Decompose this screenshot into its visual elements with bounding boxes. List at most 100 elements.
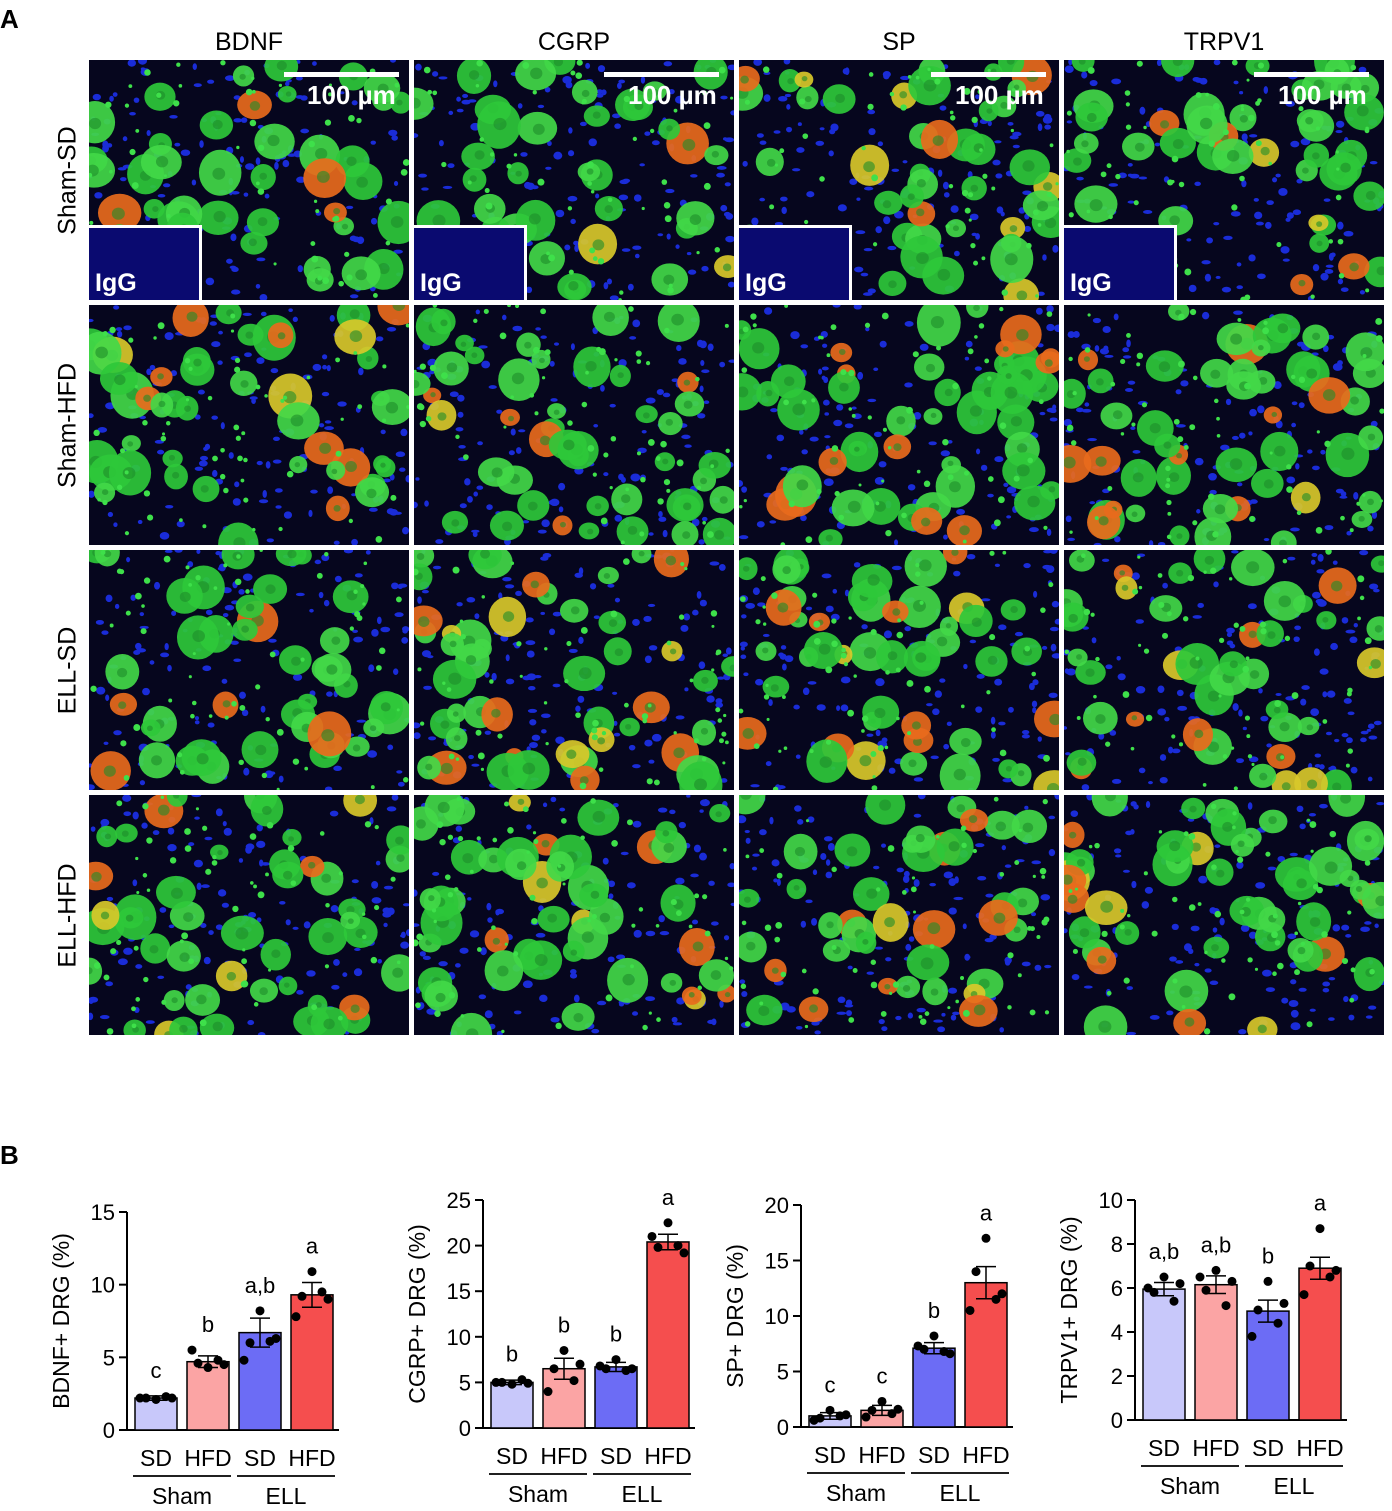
y-tick-label: 0 [103, 1418, 115, 1443]
significance-letter: a [980, 1200, 993, 1225]
significance-letter: a,b [1201, 1232, 1232, 1257]
igg-inset-label: IgG [745, 269, 787, 297]
x-category-label: SD [140, 1445, 172, 1471]
significance-letter: a [306, 1234, 319, 1259]
data-point [971, 1267, 981, 1277]
bar [646, 1241, 690, 1429]
x-category-label: HFD [962, 1442, 1009, 1468]
data-point [893, 1404, 903, 1414]
column-header: TRPV1 [1183, 28, 1265, 56]
significance-letter: a [662, 1185, 675, 1210]
data-point [809, 1415, 819, 1425]
data-point [219, 1360, 229, 1370]
significance-letter: b [1262, 1243, 1274, 1268]
data-point [1253, 1305, 1263, 1315]
scale-bar [284, 72, 399, 77]
data-point [913, 1341, 923, 1351]
data-point [1211, 1265, 1221, 1275]
bar [238, 1331, 282, 1431]
x-category-label: SD [1252, 1435, 1284, 1461]
data-point [627, 1364, 637, 1374]
data-point [1273, 1318, 1283, 1328]
data-point [575, 1359, 585, 1369]
bar [1298, 1267, 1342, 1421]
micrograph-sham-sd-sp: 100 µm IgG [739, 60, 1059, 300]
micrograph-sham-hfd-trpv1 [1064, 305, 1384, 545]
data-point [1299, 1290, 1309, 1300]
y-tick-label: 20 [765, 1193, 789, 1218]
y-axis-label: CGRP+ DRG (%) [404, 1224, 430, 1404]
y-tick-label: 10 [447, 1325, 471, 1350]
significance-letter: c [151, 1358, 162, 1383]
data-point [981, 1233, 991, 1243]
bar [1194, 1283, 1238, 1421]
y-tick-label: 10 [91, 1273, 115, 1298]
y-tick-label: 15 [765, 1249, 789, 1274]
data-point [549, 1364, 559, 1374]
bar [964, 1281, 1008, 1428]
bar [490, 1381, 534, 1429]
data-point [673, 1241, 683, 1251]
significance-letter: b [558, 1312, 570, 1337]
data-point [861, 1412, 871, 1422]
x-category-label: HFD [1192, 1435, 1239, 1461]
bar [1142, 1288, 1186, 1421]
bar [1246, 1310, 1290, 1421]
y-tick-label: 5 [777, 1360, 789, 1385]
y-tick-label: 0 [1111, 1408, 1123, 1433]
data-point [323, 1294, 333, 1304]
data-point [239, 1355, 249, 1365]
data-point [1325, 1272, 1335, 1282]
y-tick-label: 10 [1099, 1188, 1123, 1213]
bar [912, 1347, 956, 1428]
column-header: CGRP [537, 28, 611, 56]
y-tick-label: 5 [459, 1370, 471, 1395]
group-label: Sham [152, 1483, 212, 1509]
data-point [1159, 1272, 1169, 1282]
y-tick-label: 0 [777, 1415, 789, 1440]
y-tick-label: 2 [1111, 1364, 1123, 1389]
significance-letter: c [825, 1372, 836, 1397]
data-point [193, 1358, 203, 1368]
y-axis-label: BDNF+ DRG (%) [48, 1233, 74, 1409]
data-point [1221, 1301, 1231, 1311]
data-point [945, 1349, 955, 1359]
scale-bar [604, 72, 719, 77]
panel-letter-b: B [0, 1140, 19, 1170]
data-point [997, 1289, 1007, 1299]
group-label: Sham [508, 1481, 568, 1507]
data-point [965, 1305, 975, 1315]
significance-letter: b [202, 1312, 214, 1337]
micrograph-ell-sd-cgrp [414, 550, 734, 790]
data-point [271, 1333, 281, 1343]
micrograph-sham-hfd-sp [739, 305, 1059, 545]
x-category-label: SD [496, 1443, 528, 1469]
data-point [663, 1218, 673, 1228]
data-point [1169, 1296, 1179, 1306]
significance-letter: a [1314, 1191, 1327, 1216]
significance-letter: c [877, 1363, 888, 1388]
x-category-label: HFD [644, 1443, 691, 1469]
micrograph-ell-hfd-bdnf [89, 795, 409, 1035]
micrograph-ell-sd-trpv1 [1064, 550, 1384, 790]
data-point [1195, 1272, 1205, 1282]
data-point [507, 1379, 517, 1389]
micrograph-sham-hfd-cgrp [414, 305, 734, 545]
y-tick-label: 4 [1111, 1320, 1123, 1345]
igg-inset-label: IgG [1070, 269, 1112, 297]
y-tick-label: 15 [447, 1279, 471, 1304]
data-point [255, 1306, 265, 1316]
data-point [653, 1242, 663, 1252]
group-label: ELL [622, 1481, 663, 1507]
igg-inset-label: IgG [420, 269, 462, 297]
data-point [679, 1248, 689, 1258]
scale-bar [1254, 72, 1369, 77]
y-tick-label: 20 [447, 1234, 471, 1259]
data-point [1175, 1279, 1185, 1289]
data-point [611, 1355, 621, 1365]
y-tick-label: 8 [1111, 1232, 1123, 1257]
micrograph-sham-sd-bdnf: 100 µm IgG [89, 60, 409, 300]
group-label: ELL [940, 1480, 981, 1506]
y-axis-label: SP+ DRG (%) [722, 1244, 748, 1388]
data-point [167, 1393, 177, 1403]
